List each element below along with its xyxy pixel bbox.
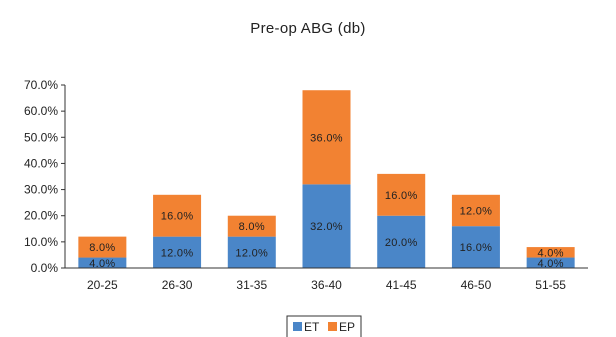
y-tick-label: 10.0%: [24, 235, 58, 249]
bar-ep: [526, 247, 575, 258]
y-tick-label: 20.0%: [24, 209, 58, 223]
bar-et: [526, 257, 575, 268]
bar-ep: [227, 215, 276, 237]
chart-title: Pre-op ABG (db): [250, 20, 365, 37]
data-label-et: 32.0%: [310, 221, 343, 233]
bar-et: [451, 226, 500, 268]
bar-ep: [153, 194, 202, 237]
bar-ep: [302, 90, 351, 185]
legend: ET EP: [286, 315, 362, 337]
bar-et: [227, 236, 276, 268]
data-label-ep: 16.0%: [385, 190, 418, 202]
x-tick-label: 26-30: [162, 278, 193, 292]
data-label-et: 20.0%: [385, 237, 418, 249]
data-label-et: 4.0%: [89, 258, 115, 270]
x-tick-label: 20-25: [87, 278, 118, 292]
x-tick-label: 51-55: [535, 278, 566, 292]
x-axis: 20-25 26-30 31-35 36-40 41-45 46-50 51-55: [65, 267, 588, 292]
legend-swatch-et: [293, 322, 302, 331]
data-label-et: 12.0%: [235, 247, 268, 259]
legend-swatch-ep: [328, 322, 337, 331]
x-tick-label: 41-45: [386, 278, 417, 292]
bar-et: [377, 215, 426, 268]
x-tick-label: 36-40: [311, 278, 342, 292]
data-label-ep: 16.0%: [161, 211, 194, 223]
data-label-ep: 12.0%: [460, 205, 493, 217]
data-label-ep: 8.0%: [239, 221, 265, 233]
bar-ep: [451, 194, 500, 227]
data-label-et: 16.0%: [460, 242, 493, 254]
data-labels: 4.0% 8.0% 12.0% 16.0% 12.0% 8.0% 32.0% 36.0% 20.…: [89, 132, 564, 270]
data-label-ep: 4.0%: [538, 247, 564, 259]
legend-box: [286, 315, 362, 337]
bars: [78, 90, 575, 268]
bar-ep: [377, 173, 426, 216]
legend-label-ep: EP: [339, 320, 355, 334]
y-tick-label: 70.0%: [24, 78, 58, 92]
y-tick-label: 0.0%: [31, 261, 59, 275]
x-tick-label: 46-50: [461, 278, 492, 292]
bar-ep: [78, 236, 127, 258]
data-label-ep: 8.0%: [89, 242, 115, 254]
y-tick-label: 30.0%: [24, 183, 58, 197]
legend-label-et: ET: [304, 320, 320, 334]
y-axis: 0.0% 10.0% 20.0% 30.0% 40.0% 50.0% 60.0% 70.0%: [24, 78, 66, 275]
data-label-et: 12.0%: [161, 247, 194, 259]
y-tick-label: 40.0%: [24, 156, 58, 170]
data-label-et: 4.0%: [538, 258, 564, 270]
bar-et: [302, 184, 351, 268]
x-tick-label: 31-35: [236, 278, 267, 292]
y-tick-label: 50.0%: [24, 130, 58, 144]
bar-et: [78, 257, 127, 268]
bar-et: [153, 236, 202, 268]
y-tick-label: 60.0%: [24, 104, 58, 118]
data-label-ep: 36.0%: [310, 132, 343, 144]
